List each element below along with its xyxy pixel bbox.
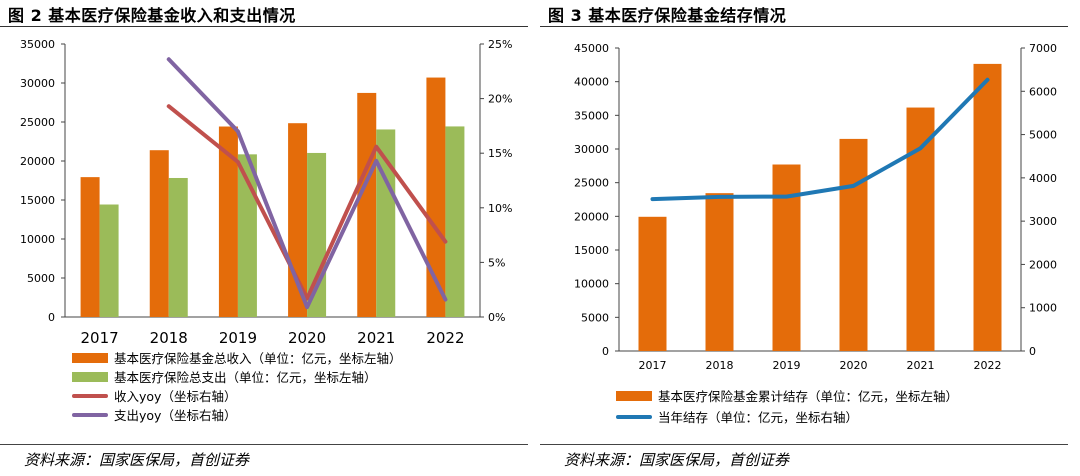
bar-2020-s0 <box>839 138 868 351</box>
right-axis-tick-label: 20% <box>488 93 512 106</box>
line-series-1 <box>166 57 448 310</box>
left-axis-tick-label: 0 <box>602 345 609 358</box>
title-rule <box>540 26 1068 27</box>
line-series-0 <box>166 104 448 301</box>
bar-2021-s0 <box>357 92 377 317</box>
figure-3-source: 资料来源：国家医保局，首创证券 <box>564 451 790 469</box>
figure-3-chart: 0500010000150002000025000300003500040000… <box>574 42 1057 372</box>
x-axis-category-label: 2018 <box>150 329 188 347</box>
left-axis-tick-label: 5000 <box>27 272 55 285</box>
legend-item-annual-balance: 当年结存（单位：亿元，坐标右轴） <box>616 407 858 426</box>
x-axis-category-label: 2021 <box>907 359 935 372</box>
figure-2-title: 图 2 基本医疗保险基金收入和支出情况 <box>8 6 296 25</box>
bar-2018-s0 <box>705 193 734 351</box>
right-axis-tick-label: 15% <box>488 147 512 160</box>
right-axis-tick-label: 0 <box>1029 345 1036 358</box>
bar-2022-s1 <box>445 126 465 318</box>
legend-label: 当年结存（单位：亿元，坐标右轴） <box>658 410 859 425</box>
right-axis-tick-label: 3000 <box>1029 215 1057 228</box>
left-axis-tick-label: 20000 <box>574 210 609 223</box>
legend-item-expenditure-yoy: 支出yoy（坐标右轴） <box>72 405 236 424</box>
bar-2019-s0 <box>772 164 801 351</box>
left-axis-tick-label: 15000 <box>20 194 55 207</box>
legend-swatch-blue-line <box>616 414 652 419</box>
left-axis-tick-label: 20000 <box>20 155 55 168</box>
legend-label: 收入yoy（坐标右轴） <box>114 389 237 404</box>
bar-2017-s1 <box>99 204 119 317</box>
title-rule <box>0 26 528 27</box>
left-axis-tick-label: 30000 <box>20 77 55 90</box>
source-rule <box>0 444 528 445</box>
bar-2017-s0 <box>638 216 667 351</box>
right-axis-tick-label: 7000 <box>1029 42 1057 55</box>
right-axis-tick-label: 0% <box>488 311 505 324</box>
figure-2-chart: 0 5000 10000 15000 20000 25000 30000 35000 0% 5% 1… <box>20 38 512 347</box>
x-axis-category-label: 2022 <box>426 329 464 347</box>
x-axis-category-label: 2019 <box>219 329 257 347</box>
left-axis-tick-label: 10000 <box>20 233 55 246</box>
left-axis-tick-label: 30000 <box>574 143 609 156</box>
figure-2-source: 资料来源：国家医保局，首创证券 <box>24 451 250 469</box>
legend-item-cumulative-balance: 基本医疗保险基金累计结存（单位：亿元，坐标左轴） <box>616 386 958 405</box>
legend-swatch-green-bar <box>72 371 108 382</box>
right-axis-tick-label: 5% <box>488 256 505 269</box>
left-axis-tick-label: 35000 <box>574 109 609 122</box>
left-axis-tick-label: 45000 <box>574 42 609 55</box>
bar-2021-s1 <box>376 129 396 317</box>
left-axis-tick-label: 10000 <box>574 278 609 291</box>
legend-item-total-income: 基本医疗保险基金总收入（单位：亿元，坐标左轴） <box>72 348 402 367</box>
left-axis-tick-label: 25000 <box>574 177 609 190</box>
right-axis-tick-label: 4000 <box>1029 172 1057 185</box>
x-axis-category-label: 2022 <box>974 359 1002 372</box>
x-axis-category-label: 2017 <box>639 359 667 372</box>
bar-2019-s1 <box>237 154 257 317</box>
bar-2021-s0 <box>906 107 935 352</box>
right-axis-tick-label: 2000 <box>1029 258 1057 271</box>
legend-label: 基本医疗保险总支出（单位：亿元，坐标左轴） <box>114 370 377 385</box>
figure-3-panel: 图 3 基本医疗保险基金结存情况 0 5000 10000 15000 20000 250… <box>540 0 1080 476</box>
right-axis-tick-label: 1000 <box>1029 302 1057 315</box>
right-axis-tick-label: 5000 <box>1029 129 1057 142</box>
bar-2018-s0 <box>149 150 169 317</box>
legend-item-income-yoy: 收入yoy（坐标右轴） <box>72 386 236 405</box>
left-axis-tick-label: 5000 <box>581 311 609 324</box>
line-series-0 <box>650 77 990 202</box>
left-axis-tick-label: 40000 <box>574 76 609 89</box>
x-axis-category-label: 2020 <box>840 359 868 372</box>
bar-2018-s1 <box>168 177 188 317</box>
bar-2017-s0 <box>80 177 100 317</box>
x-axis-category-label: 2019 <box>773 359 801 372</box>
legend-swatch-red-line <box>72 393 108 398</box>
legend-label: 支出yoy（坐标右轴） <box>114 408 237 423</box>
figure-3-title: 图 3 基本医疗保险基金结存情况 <box>548 6 787 25</box>
bar-2022-s0 <box>426 77 446 317</box>
bar-2022-s0 <box>973 63 1002 352</box>
x-axis-category-label: 2020 <box>288 329 326 347</box>
x-axis-category-label: 2018 <box>706 359 734 372</box>
x-axis-category-label: 2021 <box>357 329 395 347</box>
legend-swatch-orange-bar <box>616 390 652 401</box>
right-axis-tick-label: 25% <box>488 38 512 51</box>
right-axis-tick-label: 10% <box>488 202 512 215</box>
legend-label: 基本医疗保险基金总收入（单位：亿元，坐标左轴） <box>114 351 402 366</box>
left-axis-tick-label: 25000 <box>20 116 55 129</box>
legend-item-total-expenditure: 基本医疗保险总支出（单位：亿元，坐标左轴） <box>72 367 377 386</box>
left-axis-tick-label: 35000 <box>20 38 55 51</box>
legend-label: 基本医疗保险基金累计结存（单位：亿元，坐标左轴） <box>658 389 959 404</box>
figure-2-panel: 图 2 基本医疗保险基金收入和支出情况 0 5000 10000 15000 20000… <box>0 6 528 469</box>
left-axis-tick-label: 0 <box>48 311 55 324</box>
legend-swatch-purple-line <box>72 412 108 417</box>
left-axis-tick-label: 15000 <box>574 244 609 257</box>
bar-2019-s0 <box>218 126 238 317</box>
right-axis-tick-label: 6000 <box>1029 85 1057 98</box>
source-rule <box>540 444 1068 445</box>
x-axis-category-label: 2017 <box>80 329 118 347</box>
legend-swatch-orange-bar <box>72 352 108 363</box>
